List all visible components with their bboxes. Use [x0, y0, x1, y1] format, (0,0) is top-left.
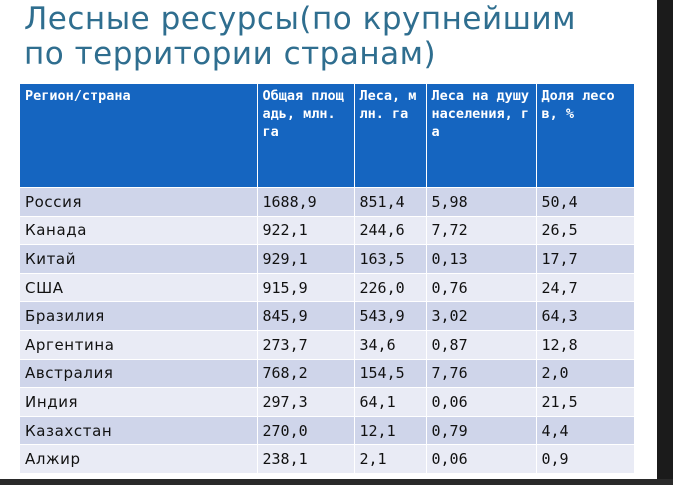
cell-per-capita: 0,13 [426, 244, 537, 274]
table-row: Казахстан 270,0 12,1 0,79 4,4 [20, 415, 634, 445]
cell-total-area: 273,7 [257, 329, 355, 360]
cell-country: Австралия [20, 358, 258, 388]
cell-country: Канада [20, 215, 258, 245]
cell-total-area: 929,1 [257, 244, 355, 274]
cell-forests: 163,5 [354, 244, 427, 274]
table-row: Канада 922,1 244,6 7,72 26,5 [20, 215, 634, 245]
table-row: США 915,9 226,0 0,76 24,7 [20, 272, 634, 302]
cell-share: 64,3 [536, 301, 634, 331]
table-header-row: Регион/страна Общая площадь, млн. га Лес… [20, 84, 634, 188]
title-line-1: Лесные ресурсы(по крупнейшим [24, 1, 577, 37]
cell-total-area: 1688,9 [257, 187, 355, 217]
cell-share: 26,5 [536, 215, 634, 245]
table-row: Аргентина 273,7 34,6 0,87 12,8 [20, 329, 634, 360]
cell-total-area: 270,0 [257, 415, 355, 445]
forest-resources-table: Регион/страна Общая площадь, млн. га Лес… [20, 84, 634, 473]
cell-forests: 154,5 [354, 358, 427, 388]
cell-country: Бразилия [20, 301, 258, 331]
cell-share: 24,7 [536, 272, 634, 302]
table-row: Россия 1688,9 851,4 5,98 50,4 [20, 187, 634, 217]
cell-forests: 64,1 [354, 387, 427, 417]
cell-share: 4,4 [536, 415, 634, 445]
cell-share: 17,7 [536, 244, 634, 274]
table-row: Алжир 238,1 2,1 0,06 0,9 [20, 444, 634, 473]
slide: Лесные ресурсы(по крупнейшим по территор… [20, 1, 649, 473]
cell-per-capita: 0,79 [426, 415, 537, 445]
cell-total-area: 922,1 [257, 215, 355, 245]
cell-total-area: 297,3 [257, 387, 355, 417]
title-line-2: по территории странам) [24, 36, 437, 72]
cell-per-capita: 0,76 [426, 272, 537, 302]
screen-edge-right [657, 0, 673, 485]
cell-share: 2,0 [536, 358, 634, 388]
table-row: Индия 297,3 64,1 0,06 21,5 [20, 387, 634, 417]
cell-country: Казахстан [20, 415, 258, 445]
cell-total-area: 238,1 [257, 444, 355, 473]
cell-total-area: 915,9 [257, 272, 355, 302]
cell-country: Алжир [20, 444, 258, 473]
cell-forests: 244,6 [354, 215, 427, 245]
cell-country: Россия [20, 187, 258, 217]
slide-title: Лесные ресурсы(по крупнейшим по территор… [24, 2, 649, 72]
cell-forests: 2,1 [354, 444, 427, 473]
cell-country: Китай [20, 244, 258, 274]
cell-forests: 34,6 [354, 329, 427, 360]
screen-edge-bottom [0, 479, 673, 485]
cell-forests: 851,4 [354, 187, 427, 217]
header-forest-per-capita: Леса на душу населения, га [426, 84, 537, 188]
header-region: Регион/страна [20, 84, 258, 188]
cell-share: 50,4 [536, 187, 634, 217]
cell-share: 12,8 [536, 329, 634, 360]
cell-per-capita: 5,98 [426, 187, 537, 217]
cell-per-capita: 7,72 [426, 215, 537, 245]
cell-per-capita: 0,06 [426, 444, 537, 473]
cell-per-capita: 7,76 [426, 358, 537, 388]
header-forest-share: Доля лесов, % [536, 84, 634, 188]
cell-total-area: 845,9 [257, 301, 355, 331]
cell-country: США [20, 272, 258, 302]
cell-per-capita: 3,02 [426, 301, 537, 331]
cell-forests: 226,0 [354, 272, 427, 302]
table-row: Бразилия 845,9 543,9 3,02 64,3 [20, 301, 634, 331]
table-row: Австралия 768,2 154,5 7,76 2,0 [20, 358, 634, 388]
header-total-area: Общая площадь, млн. га [257, 84, 355, 188]
table-row: Китай 929,1 163,5 0,13 17,7 [20, 244, 634, 274]
cell-per-capita: 0,06 [426, 387, 537, 417]
cell-total-area: 768,2 [257, 358, 355, 388]
cell-share: 21,5 [536, 387, 634, 417]
cell-per-capita: 0,87 [426, 329, 537, 360]
header-forests: Леса, млн. га [354, 84, 427, 188]
cell-forests: 543,9 [354, 301, 427, 331]
cell-share: 0,9 [536, 444, 634, 473]
cell-country: Индия [20, 387, 258, 417]
cell-country: Аргентина [20, 329, 258, 360]
cell-forests: 12,1 [354, 415, 427, 445]
